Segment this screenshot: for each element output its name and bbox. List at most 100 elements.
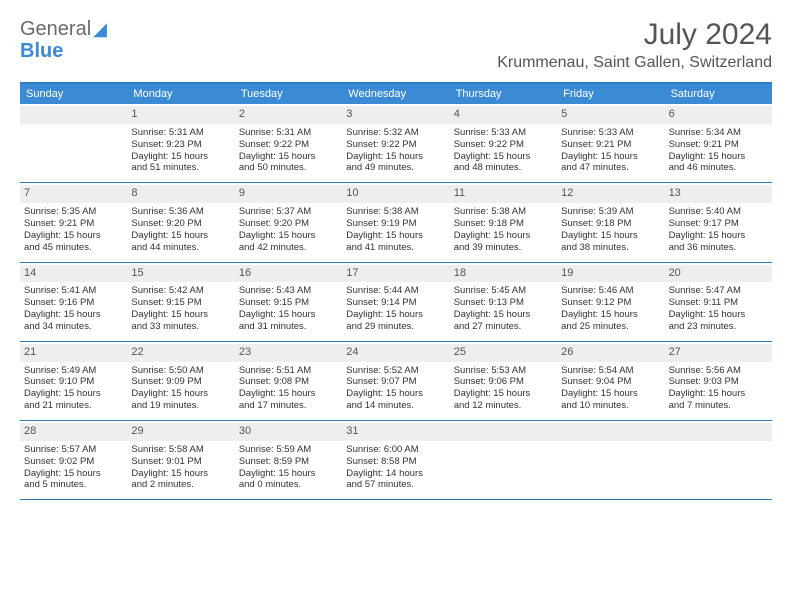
day-number: 30: [235, 423, 342, 441]
day-number: 12: [557, 185, 664, 203]
day-number: 11: [450, 185, 557, 203]
day-number: 4: [450, 106, 557, 124]
daylight2-text: and 42 minutes.: [239, 242, 338, 254]
sunrise-text: Sunrise: 5:58 AM: [131, 444, 230, 456]
daylight2-text: and 34 minutes.: [24, 321, 123, 333]
daylight2-text: and 27 minutes.: [454, 321, 553, 333]
daylight1-text: Daylight: 15 hours: [24, 468, 123, 480]
daylight2-text: and 14 minutes.: [346, 400, 445, 412]
sunset-text: Sunset: 9:07 PM: [346, 376, 445, 388]
sunset-text: Sunset: 9:22 PM: [239, 139, 338, 151]
calendar-cell: 24Sunrise: 5:52 AMSunset: 9:07 PMDayligh…: [342, 342, 449, 420]
daylight1-text: Daylight: 15 hours: [131, 388, 230, 400]
daylight1-text: Daylight: 15 hours: [454, 388, 553, 400]
sunrise-text: Sunrise: 5:40 AM: [669, 206, 768, 218]
day-number: 27: [665, 344, 772, 362]
logo-sail-icon: ◢: [93, 19, 107, 39]
day-number: 8: [127, 185, 234, 203]
daylight2-text: and 29 minutes.: [346, 321, 445, 333]
calendar-cell: 12Sunrise: 5:39 AMSunset: 9:18 PMDayligh…: [557, 183, 664, 261]
calendar-cell: [557, 421, 664, 499]
sunset-text: Sunset: 9:01 PM: [131, 456, 230, 468]
calendar-cell: 19Sunrise: 5:46 AMSunset: 9:12 PMDayligh…: [557, 263, 664, 341]
dow-wednesday: Wednesday: [342, 84, 449, 104]
daylight2-text: and 5 minutes.: [24, 479, 123, 491]
calendar: Sunday Monday Tuesday Wednesday Thursday…: [20, 82, 772, 500]
sunrise-text: Sunrise: 5:32 AM: [346, 127, 445, 139]
calendar-cell: 11Sunrise: 5:38 AMSunset: 9:18 PMDayligh…: [450, 183, 557, 261]
day-number: 17: [342, 265, 449, 283]
calendar-cell: 14Sunrise: 5:41 AMSunset: 9:16 PMDayligh…: [20, 263, 127, 341]
day-number: 22: [127, 344, 234, 362]
sunset-text: Sunset: 9:12 PM: [561, 297, 660, 309]
sunset-text: Sunset: 9:21 PM: [669, 139, 768, 151]
sunset-text: Sunset: 9:11 PM: [669, 297, 768, 309]
calendar-cell: 26Sunrise: 5:54 AMSunset: 9:04 PMDayligh…: [557, 342, 664, 420]
sunset-text: Sunset: 9:18 PM: [561, 218, 660, 230]
calendar-cell: 20Sunrise: 5:47 AMSunset: 9:11 PMDayligh…: [665, 263, 772, 341]
sunrise-text: Sunrise: 5:57 AM: [24, 444, 123, 456]
daylight1-text: Daylight: 15 hours: [669, 309, 768, 321]
day-number: 31: [342, 423, 449, 441]
daylight2-text: and 33 minutes.: [131, 321, 230, 333]
day-number: 23: [235, 344, 342, 362]
sunset-text: Sunset: 9:21 PM: [24, 218, 123, 230]
calendar-cell: 29Sunrise: 5:58 AMSunset: 9:01 PMDayligh…: [127, 421, 234, 499]
sunrise-text: Sunrise: 5:49 AM: [24, 365, 123, 377]
sunset-text: Sunset: 9:10 PM: [24, 376, 123, 388]
logo-text: General◢ Blue: [20, 18, 107, 62]
sunrise-text: Sunrise: 5:33 AM: [454, 127, 553, 139]
calendar-cell: 23Sunrise: 5:51 AMSunset: 9:08 PMDayligh…: [235, 342, 342, 420]
week-row: 1 Sunrise: 5:31 AMSunset: 9:23 PM Daylight…: [20, 104, 772, 183]
day-number: 16: [235, 265, 342, 283]
day-number: 2: [235, 106, 342, 124]
daylight2-text: and 50 minutes.: [239, 162, 338, 174]
calendar-cell: 7Sunrise: 5:35 AMSunset: 9:21 PMDaylight…: [20, 183, 127, 261]
daylight1-text: Daylight: 15 hours: [131, 309, 230, 321]
sunset-text: Sunset: 9:22 PM: [346, 139, 445, 151]
daylight1-text: Daylight: 15 hours: [239, 309, 338, 321]
sunrise-text: Sunrise: 5:47 AM: [669, 285, 768, 297]
calendar-cell: 15Sunrise: 5:42 AMSunset: 9:15 PMDayligh…: [127, 263, 234, 341]
daylight2-text: and 48 minutes.: [454, 162, 553, 174]
calendar-cell: 3Sunrise: 5:32 AMSunset: 9:22 PMDaylight…: [342, 104, 449, 182]
daylight1-text: Daylight: 15 hours: [454, 309, 553, 321]
sunrise-text: Sunrise: 5:38 AM: [454, 206, 553, 218]
daylight1-text: Daylight: 14 hours: [346, 468, 445, 480]
day-number: 26: [557, 344, 664, 362]
daylight1-text: Daylight: 15 hours: [239, 151, 338, 163]
daylight1-text: Daylight: 15 hours: [24, 230, 123, 242]
day-number: 15: [127, 265, 234, 283]
daylight1-text: Daylight: 15 hours: [346, 309, 445, 321]
sunrise-text: Sunrise: 5:54 AM: [561, 365, 660, 377]
daylight2-text: and 31 minutes.: [239, 321, 338, 333]
daylight2-text: and 23 minutes.: [669, 321, 768, 333]
calendar-cell: 25Sunrise: 5:53 AMSunset: 9:06 PMDayligh…: [450, 342, 557, 420]
logo: General◢ Blue: [20, 18, 107, 62]
sunset-text: Sunset: 9:08 PM: [239, 376, 338, 388]
sunrise-text: Sunrise: 5:31 AM: [131, 127, 230, 139]
daylight1-text: Daylight: 15 hours: [239, 468, 338, 480]
day-number: 1: [127, 106, 234, 124]
dow-friday: Friday: [557, 84, 664, 104]
location: Krummenau, Saint Gallen, Switzerland: [497, 54, 772, 72]
calendar-cell: 22Sunrise: 5:50 AMSunset: 9:09 PMDayligh…: [127, 342, 234, 420]
sunrise-text: Sunrise: 5:50 AM: [131, 365, 230, 377]
daylight2-text: and 0 minutes.: [239, 479, 338, 491]
sunrise-text: Sunrise: 5:34 AM: [669, 127, 768, 139]
dow-tuesday: Tuesday: [235, 84, 342, 104]
sunset-text: Sunset: 9:23 PM: [131, 139, 230, 151]
sunset-text: Sunset: 9:15 PM: [239, 297, 338, 309]
sunrise-text: Sunrise: 5:39 AM: [561, 206, 660, 218]
day-number: 19: [557, 265, 664, 283]
daylight2-text: and 12 minutes.: [454, 400, 553, 412]
day-number: [450, 423, 557, 441]
sunset-text: Sunset: 9:22 PM: [454, 139, 553, 151]
dow-row: Sunday Monday Tuesday Wednesday Thursday…: [20, 84, 772, 104]
sunset-text: Sunset: 9:17 PM: [669, 218, 768, 230]
daylight2-text: and 39 minutes.: [454, 242, 553, 254]
calendar-cell: 10Sunrise: 5:38 AMSunset: 9:19 PMDayligh…: [342, 183, 449, 261]
week-row: 21Sunrise: 5:49 AMSunset: 9:10 PMDayligh…: [20, 342, 772, 421]
day-number: 5: [557, 106, 664, 124]
sunset-text: Sunset: 9:21 PM: [561, 139, 660, 151]
